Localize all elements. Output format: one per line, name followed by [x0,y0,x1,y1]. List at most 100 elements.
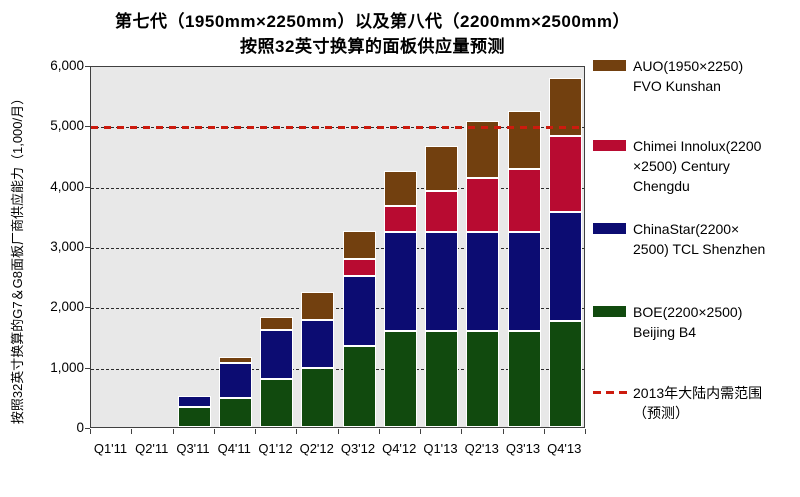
bar-segment-auo-Q3'12 [342,230,376,260]
x-tick-mark [585,429,586,434]
x-tick-label-Q2-12: Q2'12 [299,441,334,456]
legend-label-line: 2013年大陆内需范围 [633,385,763,401]
legend-label-line: AUO(1950×2250) [633,58,744,74]
y-tick-mark [85,367,90,369]
bar-segment-boe-Q4'11 [218,398,252,427]
bar-segment-chinastar-Q4'12 [383,231,417,332]
x-tick-mark [420,429,421,434]
x-tick-label-Q2-11: Q2'11 [135,441,169,456]
bar-segment-boe-Q4'13 [548,320,582,427]
legend-label-line: Chimei Innolux(2200 [633,138,762,154]
legend-label-demand-line: 2013年大陆内需范围 （预测） [633,383,762,423]
bar-segment-auo-Q1'13 [425,146,459,191]
bar-segment-auo-Q1'12 [260,316,294,331]
legend-item-chinastar: ChinaStar(2200× 2500) TCL Shenzhen [593,219,765,259]
legend-swatch-auo [593,60,626,71]
legend-label-line: FVO Kunshan [633,78,721,94]
legend-label-line: ×2500) Century [633,158,730,174]
y-axis-title: 按照32英寸换算的G7＆G8面板厂商供应能力（1,000/月） [10,91,25,425]
y-tick-mark [85,247,90,248]
bar-segment-chimei innolux-Q2'13 [466,178,500,232]
x-tick-mark [90,429,91,434]
gridline-1000 [91,368,584,370]
x-tick-mark [213,429,215,434]
legend-label-line: Beijing B4 [633,324,697,340]
legend-label-line: BOE(2200×2500) [633,304,743,320]
bar-segment-boe-Q2'12 [301,367,335,427]
y-tick-label-2000: 2,000 [50,299,84,315]
legend-label-chinastar: ChinaStar(2200× 2500) TCL Shenzhen [633,219,765,259]
x-tick-label-Q3-11: Q3'11 [176,441,210,456]
legend-item-chimei-innolux: Chimei Innolux(2200 ×2500) Century Chengdu [593,136,761,196]
bar-segment-chinastar-Q4'13 [548,211,582,321]
x-tick-mark [461,429,463,434]
bar-segment-chinastar-Q3'12 [342,276,376,347]
y-tick-mark [85,66,90,67]
x-tick-label-Q1-13: Q1'13 [423,441,458,456]
y-tick-mark [85,428,90,429]
bar-segment-chinastar-Q1'12 [260,330,294,380]
legend-label-auo: AUO(1950×2250) FVO Kunshan [633,56,743,96]
bar-segment-chinastar-Q2'12 [301,319,335,368]
legend-label-line: Chengdu [633,178,690,194]
bar-segment-boe-Q3'13 [507,331,541,427]
demand-reference-line [91,126,584,130]
bar-segment-chinastar-Q3'11 [177,396,211,408]
x-tick-mark [131,429,133,434]
bar-segment-chimei innolux-Q3'13 [507,168,541,232]
plot-area [90,66,585,428]
x-tick-label-Q1-11: Q1'11 [93,441,128,456]
x-tick-label-Q1-12: Q1'12 [258,441,293,456]
bar-segment-boe-Q3'11 [177,407,211,427]
bar-segment-boe-Q3'12 [342,346,376,427]
bar-segment-boe-Q1'13 [425,331,459,427]
bar-segment-chinastar-Q1'13 [425,231,459,332]
legend-item-boe: BOE(2200×2500) Beijing B4 [593,302,742,342]
x-tick-mark [255,429,256,434]
legend: AUO(1950×2250) FVO Kunshan Chimei Innolux(… [593,0,798,497]
bar-segment-chinastar-Q2'13 [466,231,500,332]
legend-item-auo: AUO(1950×2250) FVO Kunshan [593,56,743,96]
y-tick-label-0: 0 [76,420,84,435]
legend-label-line: （预测） [633,405,689,421]
legend-label-line: 2500) TCL Shenzhen [633,241,766,257]
x-tick-mark [502,429,504,434]
bar-segment-chinastar-Q3'13 [507,231,541,332]
legend-label-chimei-innolux: Chimei Innolux(2200 ×2500) Century Chengdu [633,136,761,196]
x-tick-mark [172,429,174,434]
bar-segment-chinastar-Q4'11 [218,363,252,399]
y-tick-mark [85,126,90,128]
x-tick-label-Q3-13: Q3'13 [505,441,541,456]
x-tick-label-Q3-12: Q3'12 [340,441,376,456]
x-tick-label-Q4-13: Q4'13 [547,441,582,456]
bar-segment-boe-Q2'13 [466,331,500,427]
chart-title-line1: 第七代（1950mm×2250mm）以及第八代（2200mm×2500mm） [114,12,631,31]
legend-swatch-boe [593,306,626,317]
x-tick-label-Q4-12: Q4'12 [382,441,417,456]
legend-swatch-chimei-innolux [593,140,626,151]
y-tick-label-6000: 6,000 [50,58,84,73]
bar-segment-auo-Q4'13 [548,77,582,136]
legend-swatch-chinastar [593,223,626,234]
bar-segment-boe-Q4'12 [383,331,417,427]
legend-item-demand-line: 2013年大陆内需范围 （预测） [593,383,762,423]
x-tick-label-Q4-11: Q4'11 [217,441,251,456]
bar-segment-boe-Q1'12 [260,379,294,427]
x-tick-label-Q2-13: Q2'13 [464,441,499,456]
chart-title-line2: 按照32英寸换算的面板供应量预测 [240,37,505,56]
gridline-2000 [91,308,584,310]
bar-segment-auo-Q2'12 [301,291,335,320]
y-tick-label-4000: 4,000 [50,178,84,194]
x-tick-mark [296,429,298,434]
y-tick-label-5000: 5,000 [50,118,84,134]
y-tick-label-1000: 1,000 [50,359,84,375]
x-tick-mark [337,429,339,434]
legend-swatch-demand-line-dashed-line-icon [593,391,629,394]
bar-segment-chimei innolux-Q4'13 [548,135,582,212]
gridline-3000 [91,248,584,249]
legend-label-boe: BOE(2200×2500) Beijing B4 [633,302,742,342]
x-tick-mark [378,429,380,434]
x-tick-mark [543,429,545,434]
y-tick-label-3000: 3,000 [50,239,84,254]
